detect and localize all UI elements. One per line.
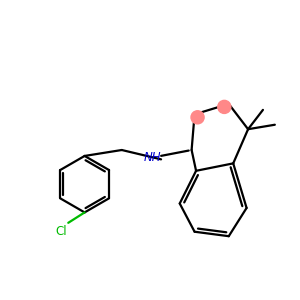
Text: Cl: Cl (55, 225, 67, 238)
Circle shape (191, 111, 204, 124)
Circle shape (218, 100, 231, 113)
Text: NH: NH (144, 151, 162, 164)
